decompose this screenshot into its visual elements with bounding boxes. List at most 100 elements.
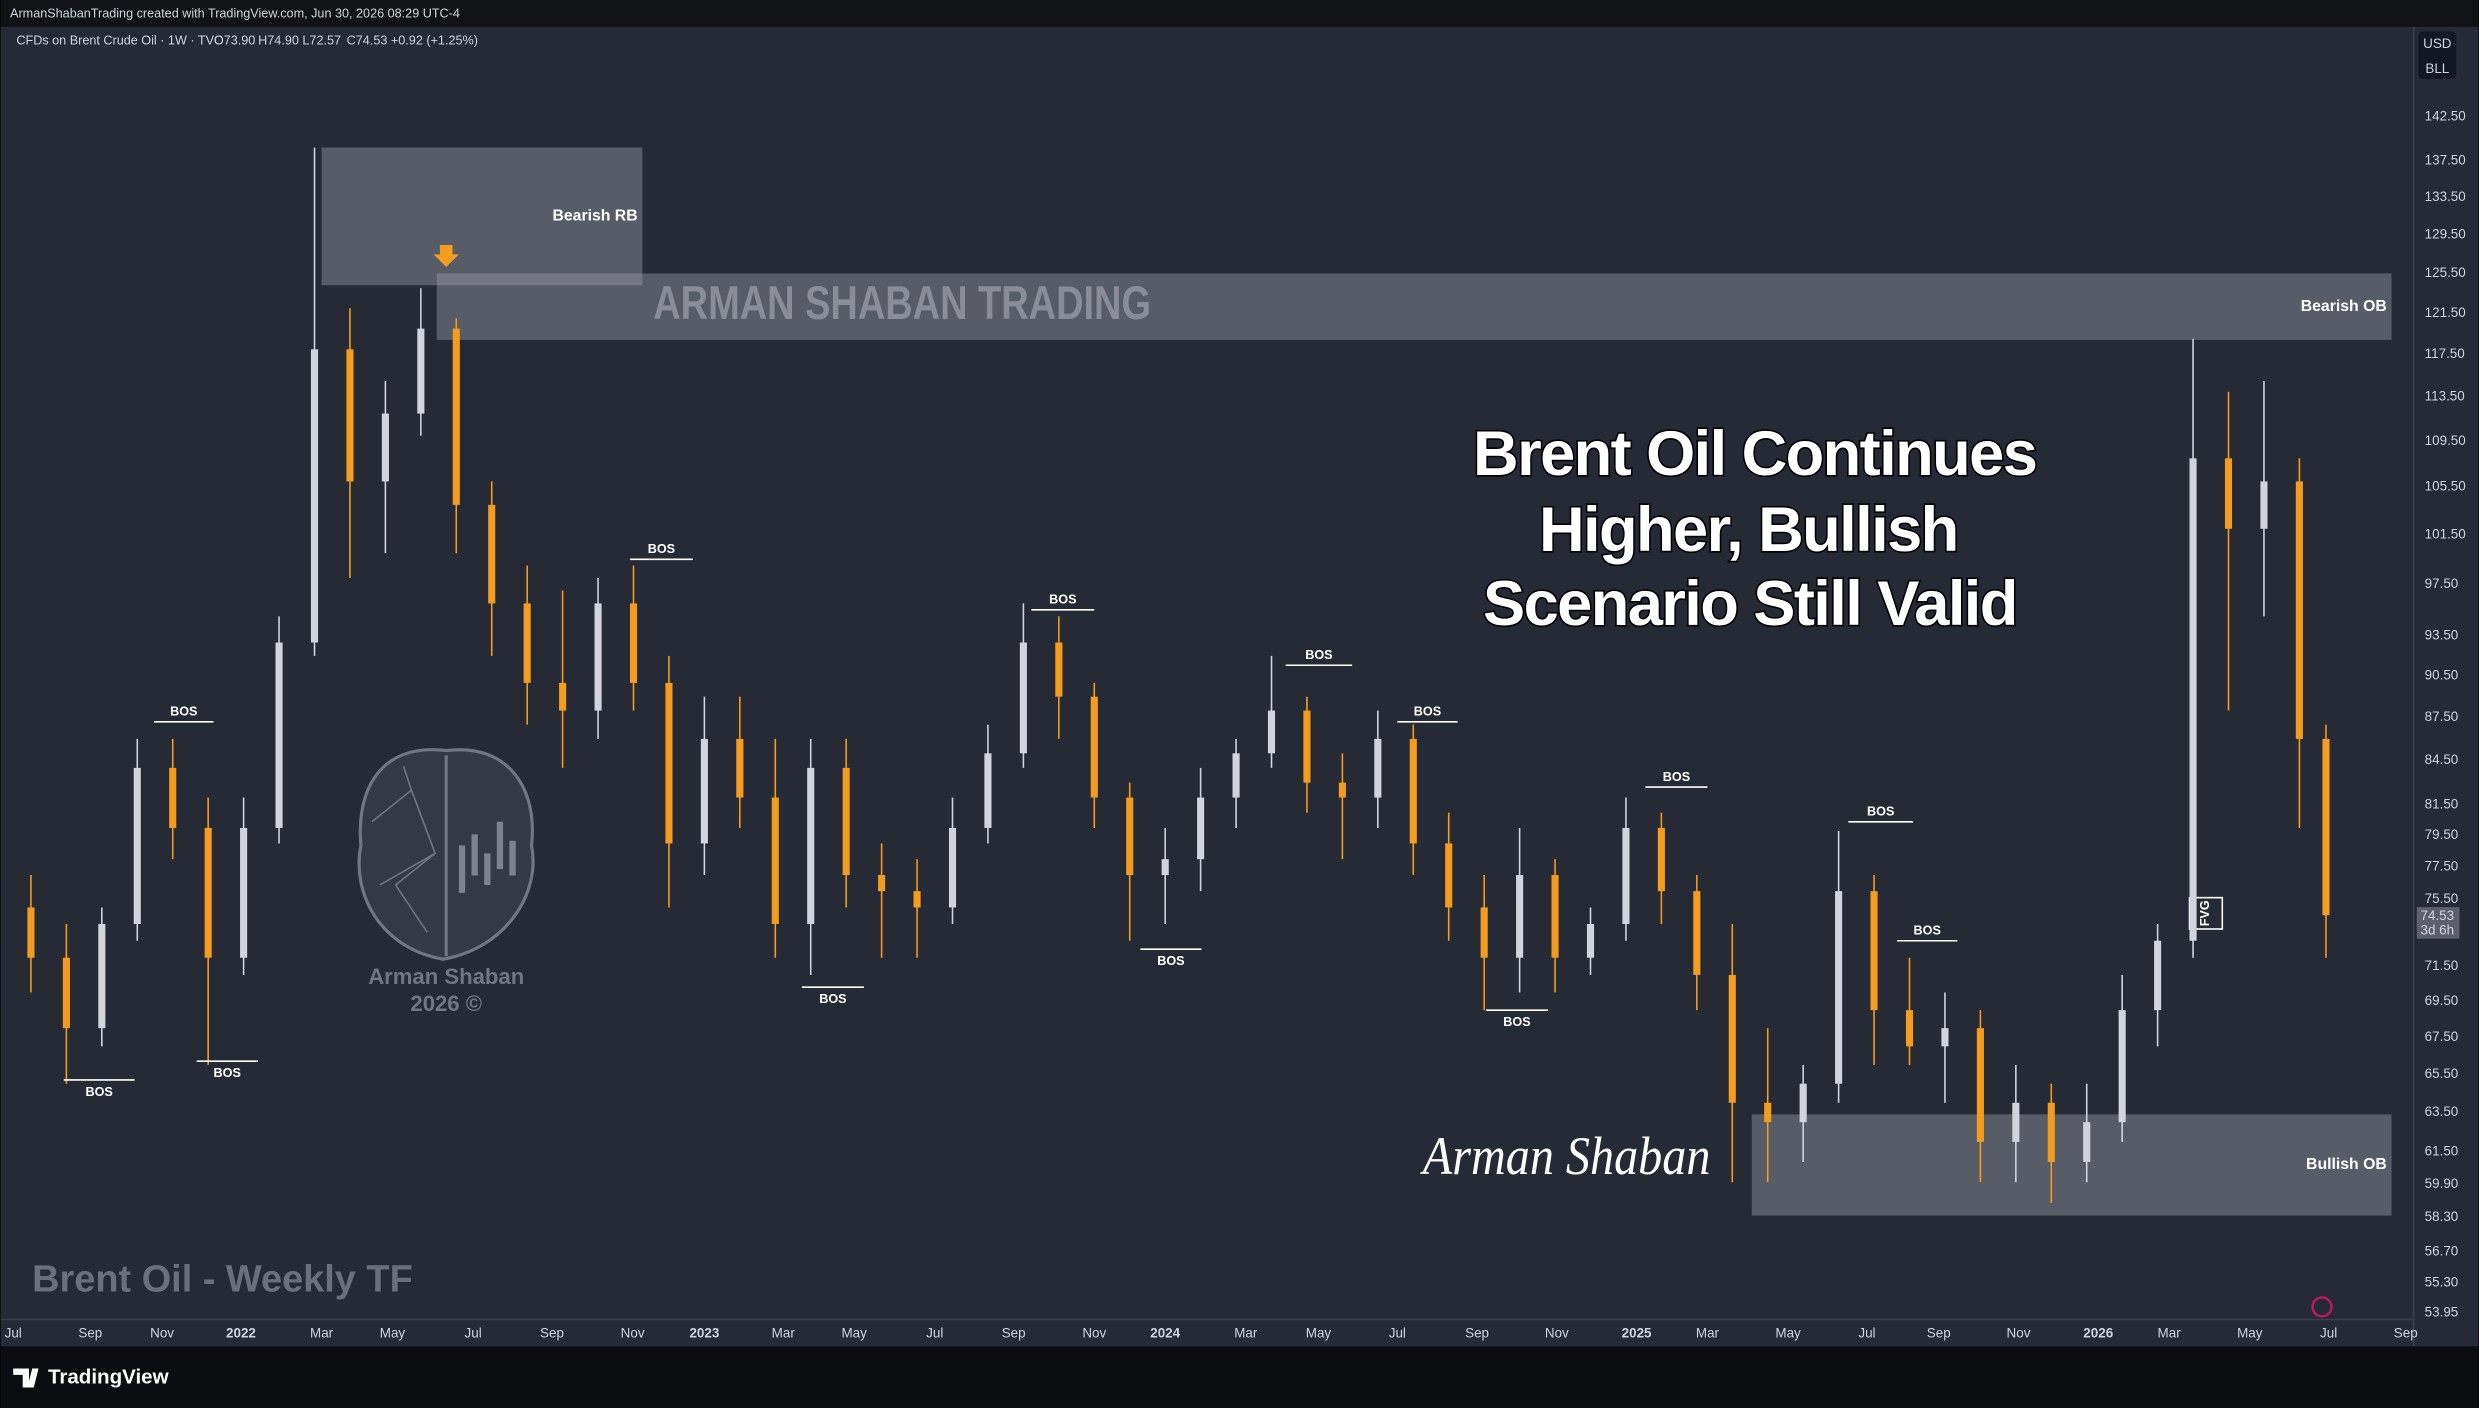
- y-tick-label: 56.70: [2425, 1244, 2459, 1259]
- x-tick-label: Sep: [2394, 1325, 2418, 1340]
- logo-year: 2026 ©: [410, 991, 482, 1016]
- bos-label: BOS: [1049, 593, 1076, 607]
- y-tick-label: 81.50: [2425, 797, 2459, 812]
- y-tick-label: 63.50: [2425, 1104, 2459, 1119]
- candle-body: [2083, 1122, 2091, 1162]
- bottom-bar: [0, 1346, 2479, 1408]
- candle-body: [1480, 907, 1488, 958]
- candle-body: [417, 328, 425, 414]
- signature: Arman Shaban: [1420, 1126, 1710, 1186]
- candle-body: [1338, 782, 1346, 798]
- candle-body: [62, 957, 70, 1029]
- candle-body: [1870, 891, 1878, 1011]
- y-tick-label: 84.50: [2425, 752, 2459, 767]
- y-tick-label: 93.50: [2425, 627, 2459, 642]
- y-tick-label: 79.50: [2425, 827, 2459, 842]
- candle-body: [842, 767, 850, 876]
- y-tick-label: 137.50: [2425, 152, 2466, 167]
- bos-label: BOS: [170, 705, 197, 719]
- x-tick-label: Mar: [772, 1325, 796, 1340]
- candle-body: [700, 738, 708, 844]
- last-price-box: [2416, 907, 2460, 939]
- candle-body: [2224, 458, 2233, 529]
- candle-body: [594, 603, 602, 711]
- candle-body: [1374, 738, 1382, 798]
- candle-body: [2189, 458, 2197, 941]
- candle-body: [984, 753, 992, 828]
- candle-body: [1728, 974, 1736, 1103]
- top-bar: [0, 0, 2479, 27]
- x-tick-label: May: [380, 1325, 406, 1340]
- x-tick-label: Nov: [150, 1325, 174, 1340]
- candle-body: [1764, 1102, 1772, 1123]
- bos-label: BOS: [1503, 1015, 1530, 1029]
- watermark: ARMAN SHABAN TRADING: [653, 277, 1151, 330]
- candle-body: [381, 413, 389, 482]
- x-tick-label: Sep: [1927, 1325, 1951, 1340]
- x-tick-label: Mar: [1696, 1325, 1720, 1340]
- y-tick-label: 142.50: [2425, 108, 2466, 123]
- candle-body: [2118, 1010, 2126, 1123]
- x-tick-label: Jul: [1858, 1325, 1875, 1340]
- zone: [321, 147, 643, 286]
- x-tick-label: 2024: [1150, 1325, 1180, 1340]
- candle-body: [2012, 1102, 2020, 1142]
- x-tick-label: Jul: [5, 1325, 22, 1340]
- candle-body: [878, 875, 886, 892]
- currency: USD: [2423, 36, 2452, 51]
- arrow-marker: [433, 244, 459, 268]
- y-tick-label: 117.50: [2425, 346, 2465, 361]
- y-tick-label: 121.50: [2425, 305, 2466, 320]
- x-tick-label: Sep: [1465, 1325, 1489, 1340]
- change: +0.92 (+1.25%): [391, 33, 478, 47]
- y-tick-label: 75.50: [2425, 891, 2459, 906]
- alert-icon[interactable]: [2311, 1296, 2333, 1318]
- candle-body: [771, 797, 779, 924]
- y-tick-label: 61.50: [2425, 1143, 2459, 1158]
- candle-body: [1267, 710, 1276, 754]
- candle-body: [98, 923, 106, 1029]
- y-tick-label: 71.50: [2425, 958, 2459, 973]
- brand[interactable]: TradingView: [48, 1365, 170, 1388]
- candle-body: [807, 767, 815, 924]
- x-tick-label: 2022: [226, 1325, 256, 1340]
- candle-body: [169, 767, 177, 828]
- candle-body: [1055, 642, 1063, 697]
- y-tick-label: 97.50: [2425, 576, 2459, 591]
- ohlc-high: H74.90: [258, 33, 299, 47]
- currency-box[interactable]: [2418, 31, 2457, 80]
- y-tick-label: 101.50: [2425, 526, 2466, 541]
- legend: CFDs on Brent Crude Oil · 1W · TVC O73.9…: [16, 33, 478, 47]
- candle-body: [2047, 1102, 2055, 1162]
- zone-label: Bearish OB: [2301, 298, 2387, 315]
- candle-body: [1941, 1028, 1949, 1047]
- candle-body: [1445, 843, 1453, 908]
- ohlc-low: L72.57: [302, 33, 341, 47]
- x-tick-label: Nov: [1545, 1325, 1569, 1340]
- y-tick-label: 133.50: [2425, 189, 2466, 204]
- candle-body: [133, 767, 141, 924]
- bos-label: BOS: [1663, 770, 1690, 784]
- x-tick-label: Jul: [1389, 1325, 1406, 1340]
- bos-label: BOS: [1414, 705, 1441, 719]
- candle-body: [2154, 940, 2162, 1011]
- candle-body: [523, 603, 531, 683]
- x-tick-label: Nov: [1082, 1325, 1106, 1340]
- candle-body: [1976, 1028, 1984, 1142]
- x-tick-label: 2023: [689, 1325, 719, 1340]
- x-tick-label: May: [841, 1325, 867, 1340]
- zone-label: Bullish OB: [2306, 1156, 2387, 1173]
- y-tick-label: 65.50: [2425, 1066, 2459, 1081]
- candle-body: [1409, 738, 1417, 844]
- candle-body: [1799, 1083, 1807, 1123]
- y-tick-label: 67.50: [2425, 1029, 2459, 1044]
- y-tick-label: 77.50: [2425, 859, 2459, 874]
- candle-body: [1516, 875, 1524, 958]
- x-tick-label: Sep: [78, 1325, 102, 1340]
- x-tick-label: May: [1775, 1325, 1801, 1340]
- x-tick-label: May: [2237, 1325, 2263, 1340]
- y-tick-label: 109.50: [2425, 433, 2466, 448]
- logo: Arman Shaban 2026 ©: [357, 748, 535, 1016]
- x-tick-label: Nov: [2007, 1325, 2031, 1340]
